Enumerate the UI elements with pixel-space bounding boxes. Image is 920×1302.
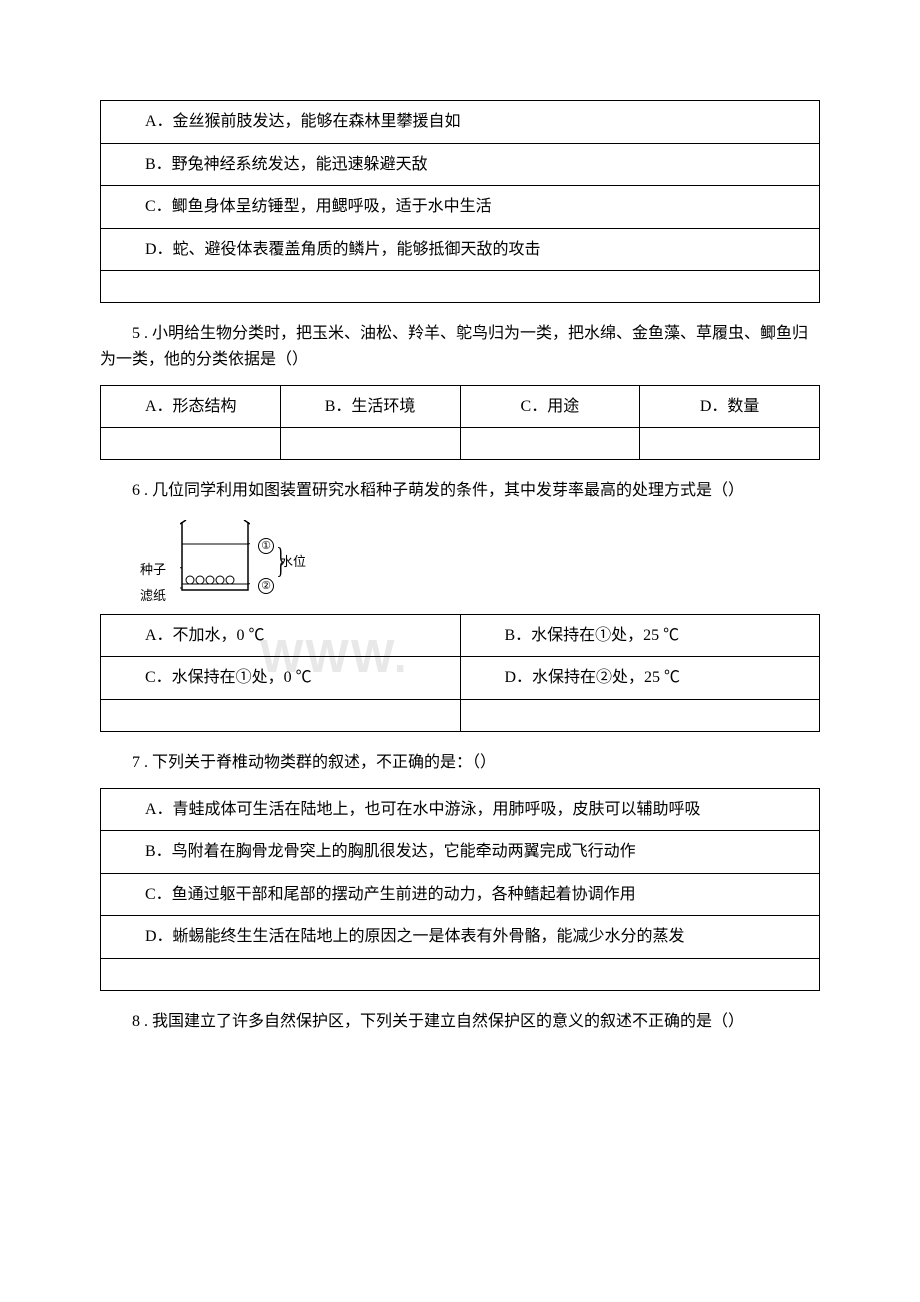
q6-option-d: D．水保持在②处，25 ℃: [460, 657, 820, 700]
q5-prompt: 5 . 小明给生物分类时，把玉米、油松、羚羊、鸵鸟归为一类，把水绵、金鱼藻、草履…: [100, 321, 820, 372]
q6-options-table: A．不加水，0 ℃ B．水保持在①处，25 ℃ C．水保持在①处，0 ℃ D．水…: [100, 614, 820, 732]
q5-empty-a: [101, 428, 281, 460]
q6-prompt: 6 . 几位同学利用如图装置研究水稻种子萌发的条件，其中发芽率最高的处理方式是（…: [100, 478, 820, 504]
beaker-icon: [180, 520, 250, 592]
diagram-label-paper: 滤纸: [140, 586, 166, 607]
q5-option-c: C．用途: [460, 385, 640, 428]
q7-option-a: A．青蛙成体可生活在陆地上，也可在水中游泳，用肺呼吸，皮肤可以辅助呼吸: [101, 788, 820, 831]
q5-options-table: A．形态结构 B．生活环境 C．用途 D．数量: [100, 385, 820, 461]
content-wrapper: A．金丝猴前肢发达，能够在森林里攀援自如 B．野兔神经系统发达，能迅速躲避天敌 …: [100, 100, 820, 1035]
q5-option-a: A．形态结构: [101, 385, 281, 428]
q7-option-b: B．鸟附着在胸骨龙骨突上的胸肌很发达，它能牵动两翼完成飞行动作: [101, 831, 820, 874]
q6-empty-b: [460, 699, 820, 731]
diagram-label-seed: 种子: [140, 560, 166, 581]
diagram-marker-1: ①: [258, 538, 274, 554]
q5-option-d: D．数量: [640, 385, 820, 428]
q4-option-c: C．鲫鱼身体呈纺锤型，用鳃呼吸，适于水中生活: [101, 186, 820, 229]
q4-option-b: B．野兔神经系统发达，能迅速躲避天敌: [101, 143, 820, 186]
q5-empty-d: [640, 428, 820, 460]
q7-option-c: C．鱼通过躯干部和尾部的摆动产生前进的动力，各种鳍起着协调作用: [101, 873, 820, 916]
q6-empty-a: [101, 699, 461, 731]
q6-option-b: B．水保持在①处，25 ℃: [460, 614, 820, 657]
q5-option-b: B．生活环境: [280, 385, 460, 428]
q4-option-a: A．金丝猴前肢发达，能够在森林里攀援自如: [101, 101, 820, 144]
q7-prompt: 7 . 下列关于脊椎动物类群的叙述，不正确的是：（）: [100, 750, 820, 776]
q6-option-c: C．水保持在①处，0 ℃: [101, 657, 461, 700]
q6-diagram: 种子 滤纸 ① ② } 水位: [140, 516, 320, 606]
q5-empty-c: [460, 428, 640, 460]
q6-option-a: A．不加水，0 ℃: [101, 614, 461, 657]
q4-empty-row: [101, 271, 820, 303]
diagram-label-water: 水位: [280, 552, 306, 573]
q7-empty-row: [101, 958, 820, 990]
q7-options-table: A．青蛙成体可生活在陆地上，也可在水中游泳，用肺呼吸，皮肤可以辅助呼吸 B．鸟附…: [100, 788, 820, 991]
q8-prompt: 8 . 我国建立了许多自然保护区，下列关于建立自然保护区的意义的叙述不正确的是（…: [100, 1009, 820, 1035]
q4-option-d: D．蛇、避役体表覆盖角质的鳞片，能够抵御天敌的攻击: [101, 228, 820, 271]
q4-options-table: A．金丝猴前肢发达，能够在森林里攀援自如 B．野兔神经系统发达，能迅速躲避天敌 …: [100, 100, 820, 303]
diagram-marker-2: ②: [258, 578, 274, 594]
q5-empty-b: [280, 428, 460, 460]
q7-option-d: D．蜥蜴能终生生活在陆地上的原因之一是体表有外骨骼，能减少水分的蒸发: [101, 916, 820, 959]
